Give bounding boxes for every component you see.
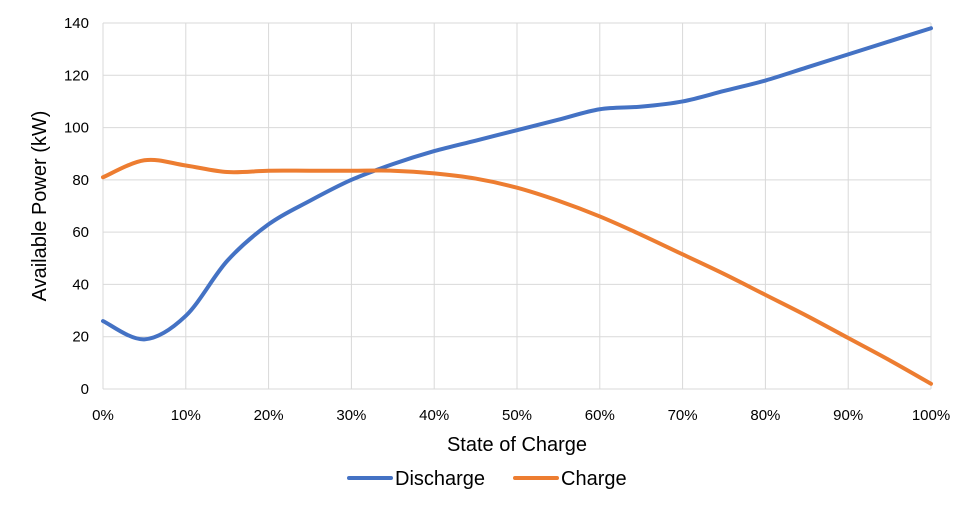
x-tick-label: 40% [419,407,449,424]
x-tick-label: 20% [254,407,284,424]
y-tick-label: 80 [72,172,89,189]
x-tick-label: 100% [912,407,950,424]
legend-label: Charge [561,468,627,490]
legend-label: Discharge [395,468,485,490]
charge-series-line [101,157,933,386]
legend: Discharge Charge [347,468,627,490]
discharge-series-line [101,26,933,342]
x-tick-label: 60% [585,407,615,424]
x-axis-ticks: 0% 10% 20% 30% 40% 50% 60% 70% 80% 90% 100% [92,407,950,424]
y-tick-label: 0 [81,381,89,398]
y-tick-label: 120 [64,67,89,84]
x-tick-label: 30% [336,407,366,424]
x-axis-title: State of Charge [447,434,587,456]
y-tick-label: 20 [72,329,89,346]
legend-item-discharge: Discharge [347,468,485,490]
x-tick-label: 10% [171,407,201,424]
x-tick-label: 50% [502,407,532,424]
y-tick-label: 140 [64,15,89,32]
legend-item-charge: Charge [513,468,627,490]
y-tick-label: 100 [64,120,89,137]
y-tick-label: 40 [72,276,89,293]
y-axis-title: Available Power (kW) [29,111,51,302]
x-tick-label: 70% [668,407,698,424]
x-tick-label: 90% [833,407,863,424]
series-lines [101,26,933,386]
gridlines [102,22,932,390]
y-axis-ticks: 0 20 40 60 80 100 120 140 [64,15,89,398]
y-tick-label: 60 [72,224,89,241]
x-tick-label: 80% [750,407,780,424]
x-tick-label: 0% [92,407,114,424]
